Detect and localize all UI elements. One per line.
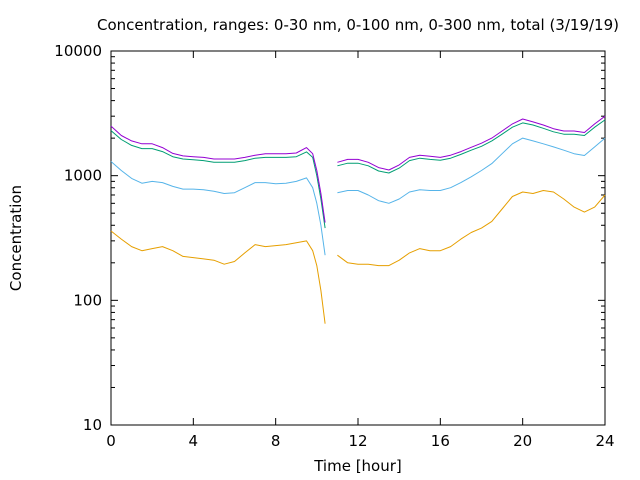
series-4-line-segment-1 [110, 125, 326, 223]
series-4-line-segment-2 [337, 115, 606, 171]
plot-frame [110, 50, 606, 426]
y-axis-label: Concentration [7, 185, 25, 291]
series-1-line-segment-2 [337, 190, 606, 267]
y-axis-ticks: 10 100 1000 10000 [54, 42, 605, 434]
chart-title: Concentration, ranges: 0-30 nm, 0-100 nm… [97, 16, 619, 34]
y-tick-label: 10 [83, 416, 102, 434]
x-tick-label: 8 [271, 432, 281, 450]
x-axis-label: Time [hour] [313, 457, 402, 475]
x-tick-label: 16 [431, 432, 450, 450]
y-tick-label: 1000 [64, 167, 102, 185]
y-tick-label: 10000 [54, 42, 102, 60]
series-2-line-segment-1 [110, 161, 326, 256]
x-tick-label: 4 [189, 432, 199, 450]
x-tick-label: 20 [513, 432, 532, 450]
y-tick-label: 100 [73, 291, 102, 309]
x-axis-ticks: 0 4 8 12 16 20 24 [106, 51, 615, 450]
x-tick-label: 24 [595, 432, 614, 450]
series-3-line-segment-1 [110, 130, 326, 229]
series-1-line-segment-1 [110, 230, 326, 324]
series-3-line-segment-2 [337, 119, 606, 174]
x-tick-label: 0 [106, 432, 116, 450]
series-2-line-segment-2 [337, 137, 606, 204]
x-tick-label: 12 [348, 432, 367, 450]
series-group [110, 115, 606, 324]
